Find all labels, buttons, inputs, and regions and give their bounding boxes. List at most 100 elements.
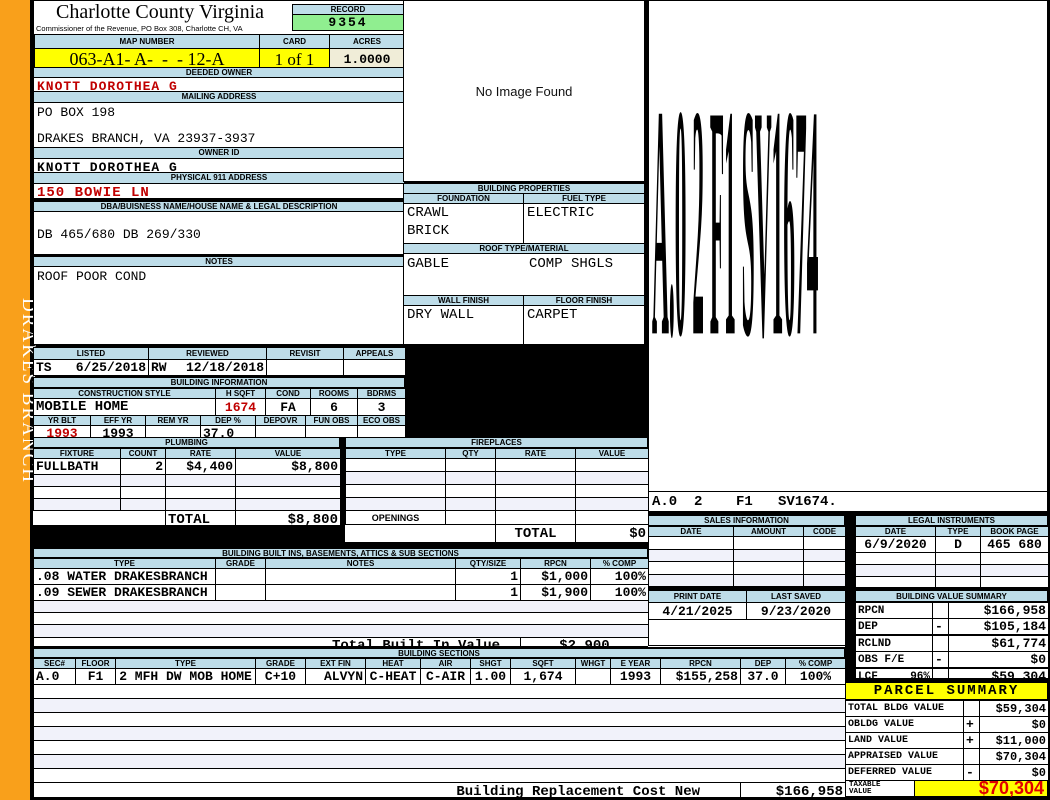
roof-material: COMP SHGLS — [529, 256, 614, 272]
notes-box: ROOF POOR COND — [33, 267, 405, 345]
table-row — [33, 486, 341, 499]
roof-box: GABLE COMP SHGLS — [403, 254, 645, 296]
table-row: .09 SEWER DRAKESBRANCH C 1 $1,900 100% — [33, 584, 649, 601]
floor-finish-box: CARPET — [524, 306, 645, 345]
sections-total-row: Building Replacement Cost New $166,958 — [33, 782, 846, 800]
col-header: DEP % — [200, 415, 256, 426]
revisit-value — [266, 359, 344, 376]
building-sections-card: BUILDING SECTIONS SEC# FLOOR TYPE GRADE … — [33, 648, 846, 800]
plumbing-card: PLUMBING FIXTURE COUNT RATE VALUE FULLBA… — [33, 437, 341, 529]
table-row: TOTAL BLDG VALUE $59,304 — [845, 700, 1049, 717]
col-header: DEPOVR — [255, 415, 306, 426]
col-header: CONSTRUCTION STYLE — [33, 388, 216, 399]
roof-label: ROOF TYPE/MATERIAL — [403, 244, 645, 254]
table-row — [33, 600, 649, 613]
table-row: APPRAISED VALUE $70,304 — [845, 748, 1049, 765]
col-header: DATE — [648, 526, 734, 537]
col-header: GRADE — [255, 658, 306, 669]
deeded-owner-value: KNOTT DOROTHEA G — [33, 78, 405, 94]
col-header: VALUE — [235, 448, 341, 459]
plumbing-title: PLUMBING — [33, 437, 340, 448]
mailing-line2: DRAKES BRANCH, VA 23937-3937 — [37, 131, 256, 146]
col-header: FUN OBS — [305, 415, 358, 426]
col-header: QTY — [445, 448, 496, 459]
col-header: QTY/SIZE — [455, 558, 521, 569]
table-row: DEP - $105,184 — [855, 618, 1049, 636]
table-row — [855, 564, 1049, 577]
col-header: % COMP — [590, 558, 649, 569]
col-header: REM YR — [145, 415, 201, 426]
col-header: TYPE — [33, 558, 216, 569]
table-row: A.0 F1 2 MFH DW MOB HOME C+10 ALVYN C-HE… — [33, 668, 846, 685]
reviewed-value: RW 12/18/2018 — [148, 359, 267, 376]
floor-finish-label: FLOOR FINISH — [524, 296, 645, 306]
col-header: RATE — [495, 448, 576, 459]
fuel-box: ELECTRIC — [524, 204, 645, 244]
plumbing-total-value: $8,800 — [235, 510, 341, 529]
sections-total-value: $166,958 — [740, 782, 846, 800]
print-info-card: PRINT DATE LAST SAVED 4/21/2025 9/23/202… — [648, 590, 846, 647]
owner-id-label: OWNER ID — [33, 148, 405, 159]
col-header: WHGT — [575, 658, 611, 669]
table-row — [33, 726, 846, 741]
table-row — [345, 484, 649, 498]
openings-row: OPENINGS — [345, 510, 649, 525]
h-sqft: 1674 — [215, 398, 266, 416]
col-header: YR BLT — [33, 415, 91, 426]
col-header: NOTES — [265, 558, 456, 569]
col-header: RPCN — [520, 558, 591, 569]
table-row — [33, 684, 846, 699]
print-info-spacer — [648, 619, 846, 646]
table-row — [345, 497, 649, 511]
building-properties-card: BUILDING PROPERTIES FOUNDATION FUEL TYPE… — [403, 183, 645, 345]
sketch-card: A.0 2 F1 SV1674 A.0 2 F1 SV1674. — [648, 0, 1048, 512]
sales-title: SALES INFORMATION — [648, 515, 845, 526]
sketch-label: A.0 2 F1 SV1674. — [652, 494, 837, 510]
fireplaces-card: FIREPLACES TYPE QTY RATE VALUE OPENINGS … — [345, 437, 649, 543]
record-value: 9354 — [292, 15, 404, 31]
table-row: .08 WATER DRAKESBRANCH C 1 $1,000 100% — [33, 568, 649, 585]
taxable-value-amount: $70,304 — [915, 779, 1048, 797]
table-row: FULLBATH 2 $4,400 $8,800 — [33, 458, 341, 475]
col-header: TYPE — [115, 658, 256, 669]
roof-type: GABLE — [407, 256, 450, 272]
fireplaces-total-row: TOTAL $0 — [345, 524, 649, 543]
col-header: E YEAR — [610, 658, 661, 669]
revisit-header: REVISIT — [266, 347, 344, 360]
foundation-label: FOUNDATION — [403, 194, 524, 204]
card-header: CARD — [259, 34, 330, 49]
bdrms: 3 — [357, 398, 406, 416]
fireplaces-total-value: $0 — [575, 524, 649, 543]
table-row: OBLDG VALUE + $0 — [845, 716, 1049, 733]
value-summary-title: BUILDING VALUE SUMMARY — [855, 590, 1048, 602]
rooms: 6 — [310, 398, 358, 416]
col-header: FIXTURE — [33, 448, 121, 459]
no-image-text: No Image Found — [475, 83, 573, 99]
record-label: RECORD — [292, 4, 404, 15]
col-header: GRADE — [215, 558, 266, 569]
col-header: COND — [265, 388, 311, 399]
built-ins-title: BUILDING BUILT INS, BASEMENTS, ATTICS & … — [33, 548, 648, 558]
owner-card: DEEDED OWNER KNOTT DOROTHEA G MAILING AD… — [33, 67, 405, 201]
parcel-summary-title: PARCEL SUMMARY — [845, 682, 1048, 700]
commissioner-line: Commissioner of the Revenue, PO Box 308,… — [36, 24, 243, 33]
sketch-stretched-text: A.0 2 F1 SV1674 — [652, 39, 819, 411]
record-box: RECORD 9354 — [292, 4, 404, 31]
county-header-card: Charlotte County Virginia Commissioner o… — [33, 0, 405, 71]
deeded-owner-label: DEEDED OWNER — [33, 67, 405, 78]
construction-style: MOBILE HOME — [33, 398, 216, 416]
print-date-header: PRINT DATE — [648, 590, 747, 603]
appeals-value — [343, 359, 406, 376]
photo-placeholder: No Image Found — [403, 0, 645, 182]
cond: FA — [265, 398, 311, 416]
table-row — [33, 498, 341, 511]
col-header: DATE — [855, 526, 936, 537]
col-header: CODE — [803, 526, 846, 537]
col-header: COUNT — [120, 448, 166, 459]
foundation-box: CRAWL BRICK — [403, 204, 524, 244]
sections-total-label: Building Replacement Cost New — [33, 782, 741, 800]
table-row — [648, 536, 846, 550]
col-header: ROOMS — [310, 388, 358, 399]
col-header: VALUE — [575, 448, 649, 459]
